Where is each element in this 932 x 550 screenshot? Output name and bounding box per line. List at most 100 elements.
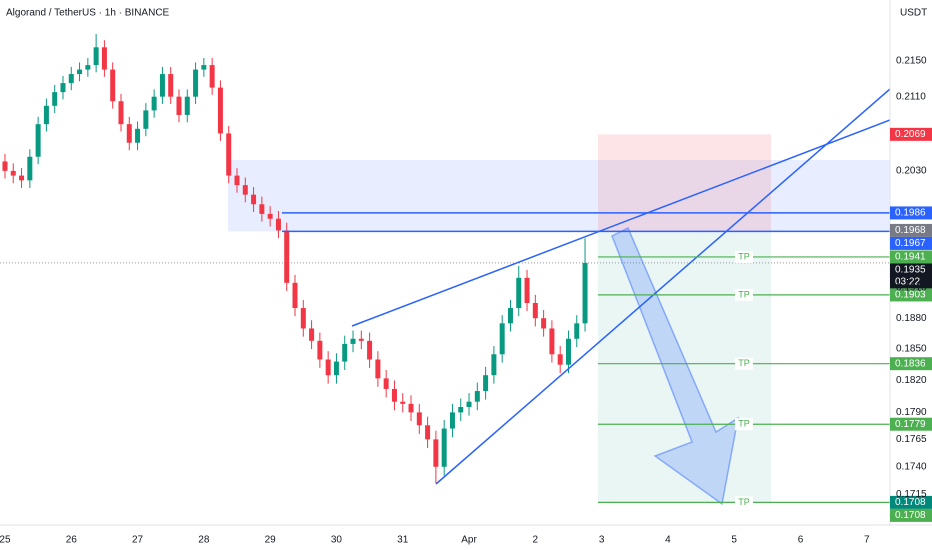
- target-text-bg: [735, 418, 753, 431]
- price-label: 0.1708: [895, 497, 926, 508]
- candle-body: [325, 359, 331, 376]
- candle-body: [557, 354, 563, 365]
- price-label-bg: [890, 357, 932, 371]
- target-text: TP: [738, 358, 750, 368]
- candle-body: [383, 378, 389, 389]
- target-text-bg: [735, 288, 753, 301]
- y-tick-label: 0.1765: [896, 434, 927, 445]
- candle-body: [491, 354, 497, 376]
- candle-body: [574, 323, 580, 339]
- stop-box: [598, 134, 771, 232]
- price-label-bg: [890, 417, 932, 431]
- candle-body: [259, 204, 265, 214]
- x-tick-label: 7: [864, 535, 870, 546]
- candle-body: [300, 308, 306, 329]
- candle-body: [425, 425, 431, 440]
- candle-body: [449, 412, 455, 429]
- candle-body: [292, 282, 298, 309]
- candle-body: [143, 110, 149, 129]
- target-text-bg: [735, 357, 753, 370]
- zone: [228, 160, 890, 232]
- candle-body: [474, 391, 480, 402]
- candle-body: [416, 412, 422, 426]
- candle-body: [101, 47, 107, 70]
- candle-body: [499, 323, 505, 355]
- candle-body: [168, 74, 174, 97]
- candle-body: [43, 105, 49, 125]
- price-label-bg: [890, 495, 932, 509]
- drawings-over: TP TP TP TP TP: [282, 88, 891, 509]
- candle-body: [251, 194, 257, 205]
- candle-body: [309, 328, 315, 341]
- target-text-bg: [735, 496, 753, 509]
- candle-body: [582, 262, 588, 324]
- price-label: 0.1967: [895, 238, 926, 249]
- candle-body: [532, 302, 538, 319]
- candle-body: [135, 128, 141, 143]
- price-label: 0.1708: [895, 510, 926, 521]
- candle-body: [27, 156, 33, 181]
- x-tick-label: 31: [397, 535, 409, 546]
- y-tick-label: 0.2110: [896, 91, 926, 102]
- price-label: 0.1968: [895, 225, 926, 236]
- target-text: TP: [738, 497, 750, 507]
- x-tick-label: 4: [665, 535, 671, 546]
- candle-body: [375, 359, 381, 379]
- candle-body: [541, 318, 547, 329]
- candle-body: [60, 83, 66, 93]
- price-label-bg: [890, 206, 932, 220]
- candle-body: [433, 439, 439, 467]
- x-tick-label: 27: [132, 535, 144, 546]
- candle-body: [549, 328, 555, 355]
- candle-body: [234, 175, 240, 186]
- candle-body: [217, 87, 223, 134]
- candle-body: [507, 308, 513, 324]
- price-label-bg: [890, 127, 932, 141]
- y-tick-label: 0.1910: [896, 282, 927, 293]
- candle-body: [77, 69, 83, 75]
- candle-body: [19, 175, 25, 181]
- target-text-bg: [735, 250, 753, 263]
- candle-body: [317, 340, 323, 360]
- y-tick-label: 0.2150: [896, 55, 927, 66]
- x-tick-label: 3: [599, 535, 605, 546]
- price-label-bg: [890, 223, 932, 237]
- price-label: 0.1941: [895, 252, 926, 263]
- target-text: TP: [738, 289, 750, 299]
- trend-line: [435, 88, 891, 485]
- candle-body: [85, 65, 91, 70]
- candle-body: [209, 65, 215, 88]
- arrow: [611, 226, 740, 506]
- candle-body: [151, 96, 157, 111]
- candle-body: [118, 101, 124, 125]
- x-tick-label: 2: [533, 535, 539, 546]
- candle-body: [159, 74, 165, 97]
- candle-body: [275, 218, 281, 231]
- y-tick-label: 0.1820: [896, 375, 927, 386]
- candle-body: [350, 338, 356, 344]
- candle-body: [466, 401, 472, 408]
- candle-body: [93, 47, 99, 66]
- candle-body: [358, 338, 364, 341]
- target-text: TP: [738, 251, 750, 261]
- x-tick-label: 28: [198, 535, 210, 546]
- price-label: 0.1935: [895, 265, 926, 276]
- candle-body: [68, 74, 74, 84]
- candle-body: [176, 96, 182, 115]
- x-tick-label: 25: [0, 535, 11, 546]
- y-tick-label: 0.1850: [896, 344, 927, 355]
- candle-body: [242, 185, 248, 195]
- countdown: 03:22: [895, 277, 920, 288]
- y-tick-label: 0.1740: [896, 461, 927, 472]
- candle-body: [10, 170, 16, 176]
- y-tick-label: 0.1880: [896, 313, 927, 324]
- price-label-bg: [890, 288, 932, 302]
- candle-body: [126, 124, 132, 143]
- candle-body: [110, 69, 116, 102]
- candle-body: [391, 388, 397, 402]
- chart-title: Algorand / TetherUS · 1h · BINANCE: [6, 8, 170, 19]
- y-tick-label: 0.1790: [896, 407, 927, 418]
